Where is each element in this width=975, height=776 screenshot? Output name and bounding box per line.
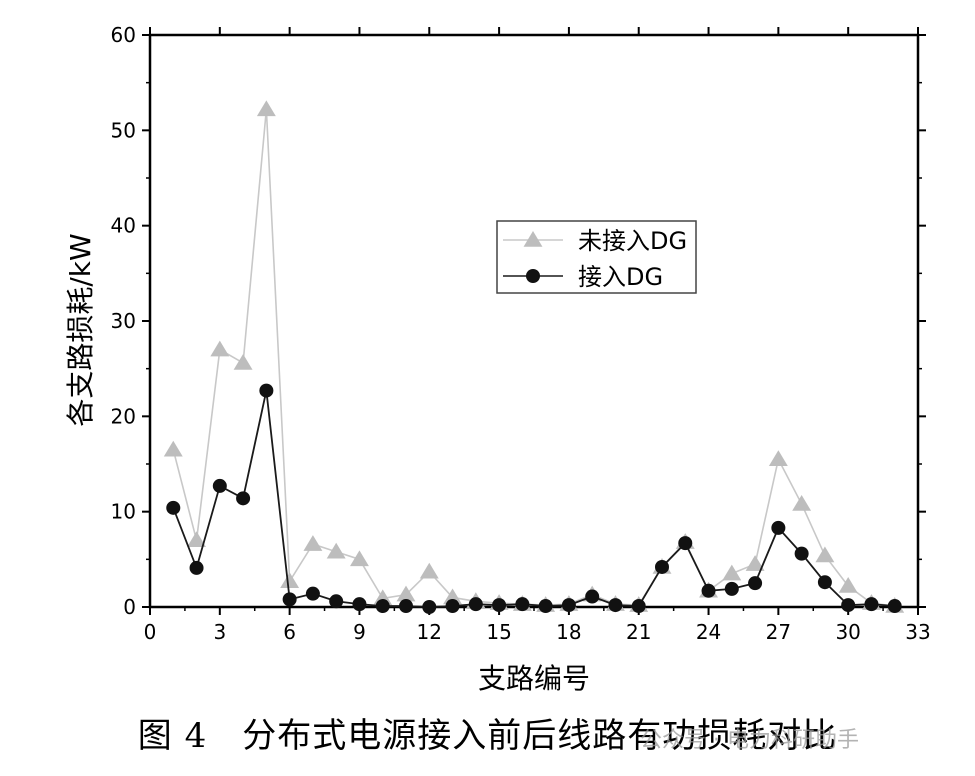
circle-marker <box>236 491 251 506</box>
circle-marker <box>166 500 181 515</box>
plot-series <box>163 100 905 614</box>
x-tick-label: 6 <box>283 620 296 644</box>
triangle-marker <box>303 535 323 551</box>
triangle-marker <box>815 546 835 563</box>
circle-marker <box>329 594 344 609</box>
triangle-marker <box>233 353 253 370</box>
triangle-marker <box>280 572 300 589</box>
circle-marker <box>282 592 297 607</box>
circle-marker <box>399 599 413 614</box>
triangle-marker <box>210 340 230 357</box>
legend: 未接入DG 接入DG <box>496 220 697 294</box>
circle-marker <box>794 546 809 561</box>
y-tick-label: 40 <box>111 214 136 238</box>
triangle-marker <box>163 440 183 457</box>
x-tick-label: 3 <box>213 620 226 644</box>
circle-marker <box>305 586 320 601</box>
circle-marker <box>352 597 367 612</box>
circle-marker <box>678 536 693 551</box>
triangle-marker <box>768 450 788 466</box>
triangle-marker <box>187 531 206 548</box>
circle-marker <box>655 559 669 574</box>
triangle-marker <box>792 495 812 511</box>
triangle-marker <box>745 555 765 571</box>
figure-caption: 图 4 分布式电源接入前后线路有功损耗对比 <box>137 716 838 756</box>
circle-marker <box>445 599 460 614</box>
circle-marker <box>212 478 227 493</box>
x-tick-label: 9 <box>353 620 366 644</box>
legend-label: 未接入DG <box>578 227 687 255</box>
triangle-marker <box>396 585 416 602</box>
x-tick-label: 0 <box>144 620 157 644</box>
circle-marker <box>817 575 832 590</box>
y-tick-label: 30 <box>111 309 136 333</box>
circle-marker <box>585 589 600 604</box>
series-without-dg <box>163 100 905 613</box>
circle-marker <box>701 583 716 598</box>
triangle-marker <box>419 562 439 579</box>
circle-marker <box>538 599 553 614</box>
circle-marker <box>748 576 763 591</box>
x-tick-label: 18 <box>556 620 581 644</box>
circle-marker <box>515 597 530 612</box>
legend-triangle-icon <box>523 231 543 247</box>
x-tick-label: 30 <box>835 620 860 644</box>
y-tick-label: 20 <box>111 404 136 428</box>
circle-marker <box>189 560 204 575</box>
y-tick-label: 50 <box>111 118 136 142</box>
circle-marker <box>375 599 390 614</box>
circle-marker <box>841 598 856 613</box>
circle-marker <box>492 598 507 613</box>
triangle-marker <box>326 542 346 559</box>
line-chart: 0 3 6 9 12 15 18 21 24 27 30 33 0 10 20 30 40 50 60 未接入DG 接… <box>64 23 931 695</box>
circle-marker <box>468 597 483 612</box>
series-with-dg <box>166 383 902 614</box>
x-axis-label: 支路编号 <box>478 662 590 695</box>
triangle-marker <box>350 550 369 567</box>
plot-axes: 0 3 6 9 12 15 18 21 24 27 30 33 0 10 20 30 40 50 60 <box>111 23 931 644</box>
x-tick-label: 33 <box>905 620 930 644</box>
circle-marker <box>422 600 437 614</box>
circle-marker <box>608 598 623 613</box>
y-axis-label: 各支路损耗/kW <box>64 233 97 426</box>
circle-marker <box>887 599 902 614</box>
watermark: 公众号 · 电力科研助手 <box>640 728 859 753</box>
circle-marker <box>771 520 786 535</box>
y-tick-label: 10 <box>111 500 136 524</box>
x-tick-label: 24 <box>696 620 721 644</box>
y-tick-label: 0 <box>123 595 136 619</box>
x-tick-label: 27 <box>766 620 791 644</box>
circle-marker <box>631 599 646 614</box>
legend-label: 接入DG <box>578 263 663 291</box>
x-tick-label: 12 <box>417 620 442 644</box>
x-tick-label: 21 <box>626 620 651 644</box>
circle-marker <box>561 598 576 613</box>
triangle-marker <box>256 100 276 117</box>
circle-marker <box>724 581 739 596</box>
triangle-marker <box>838 577 858 593</box>
circle-marker <box>259 383 274 398</box>
triangle-marker <box>443 588 462 605</box>
triangle-marker <box>722 564 742 581</box>
legend-circle-icon <box>526 269 540 283</box>
x-tick-label: 15 <box>486 620 511 644</box>
y-tick-label: 60 <box>111 23 136 47</box>
circle-marker <box>864 597 879 612</box>
